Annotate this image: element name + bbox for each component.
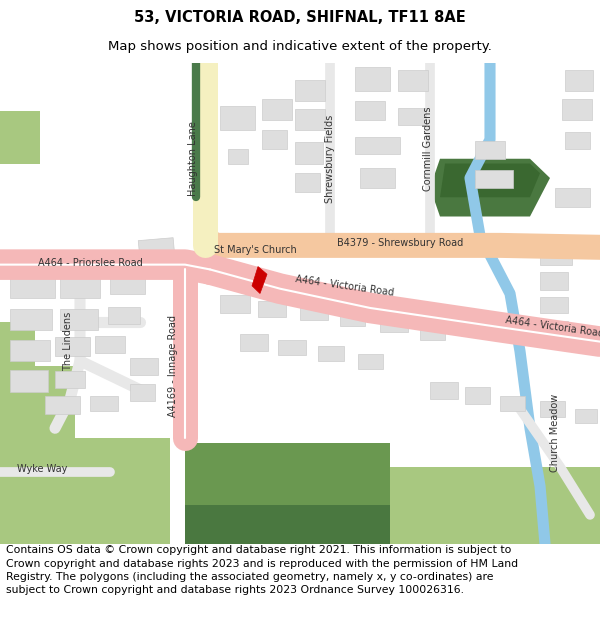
Text: Cornmill Gardens: Cornmill Gardens: [423, 107, 433, 191]
Text: The Lindens: The Lindens: [63, 312, 73, 371]
Bar: [90, 396, 118, 411]
Bar: [420, 325, 445, 340]
Bar: [355, 101, 385, 120]
Bar: [138, 238, 175, 260]
Bar: [358, 354, 383, 369]
Bar: [540, 272, 568, 289]
Polygon shape: [185, 442, 390, 544]
Text: A464 - Priorslee Road: A464 - Priorslee Road: [38, 258, 142, 268]
Bar: [295, 80, 325, 101]
Bar: [355, 137, 400, 154]
Bar: [130, 384, 155, 401]
Bar: [220, 106, 255, 130]
Bar: [565, 70, 593, 91]
Polygon shape: [440, 164, 540, 198]
Polygon shape: [390, 467, 600, 544]
Bar: [360, 168, 395, 187]
Text: B4379 - Shrewsbury Road: B4379 - Shrewsbury Road: [337, 239, 463, 249]
Bar: [300, 305, 328, 321]
Bar: [540, 298, 568, 312]
Text: Map shows position and indicative extent of the property.: Map shows position and indicative extent…: [108, 41, 492, 53]
Bar: [475, 141, 505, 159]
Text: St Mary's Church: St Mary's Church: [214, 245, 296, 255]
Bar: [10, 277, 55, 298]
Bar: [55, 371, 85, 388]
Bar: [540, 401, 565, 417]
Polygon shape: [252, 266, 267, 294]
Bar: [10, 309, 52, 330]
Text: Contains OS data © Crown copyright and database right 2021. This information is : Contains OS data © Crown copyright and d…: [6, 546, 518, 595]
Polygon shape: [0, 322, 75, 448]
Bar: [295, 109, 325, 130]
Bar: [95, 336, 125, 353]
Bar: [258, 301, 286, 317]
Bar: [562, 99, 592, 120]
Bar: [295, 142, 323, 164]
Polygon shape: [0, 438, 170, 544]
Bar: [240, 334, 268, 351]
Text: Shrewsbury Fields: Shrewsbury Fields: [325, 114, 335, 203]
Bar: [475, 170, 513, 187]
Bar: [465, 387, 490, 404]
Bar: [575, 409, 597, 424]
Text: A464 - Victoria Road: A464 - Victoria Road: [505, 316, 600, 339]
Bar: [228, 149, 248, 164]
Text: Haughton Lane: Haughton Lane: [188, 121, 198, 196]
Bar: [10, 371, 48, 392]
Text: 53, VICTORIA ROAD, SHIFNAL, TF11 8AE: 53, VICTORIA ROAD, SHIFNAL, TF11 8AE: [134, 10, 466, 25]
Polygon shape: [185, 442, 390, 505]
Bar: [540, 248, 572, 264]
Bar: [540, 321, 568, 337]
Text: A4169 - Innage Road: A4169 - Innage Road: [168, 315, 178, 417]
Bar: [555, 188, 590, 207]
Bar: [340, 312, 365, 326]
Bar: [55, 337, 90, 356]
Bar: [130, 358, 158, 375]
Polygon shape: [0, 111, 40, 164]
Bar: [110, 274, 145, 294]
Bar: [10, 340, 50, 361]
Bar: [108, 307, 140, 324]
Bar: [220, 296, 250, 312]
Bar: [295, 173, 320, 192]
Bar: [60, 309, 98, 330]
Bar: [398, 107, 426, 125]
Bar: [262, 130, 287, 149]
Bar: [262, 99, 292, 120]
Bar: [430, 382, 458, 399]
Text: A464 - Victoria Road: A464 - Victoria Road: [295, 274, 395, 298]
Polygon shape: [430, 159, 550, 216]
Bar: [278, 340, 306, 355]
Bar: [565, 132, 590, 149]
Bar: [355, 68, 390, 91]
Bar: [500, 396, 525, 411]
Bar: [45, 396, 80, 414]
Bar: [318, 346, 344, 361]
Bar: [398, 70, 428, 91]
Bar: [380, 318, 408, 332]
Bar: [60, 277, 100, 298]
Text: Wyke Way: Wyke Way: [17, 464, 67, 474]
Text: Church Meadow: Church Meadow: [550, 394, 560, 472]
